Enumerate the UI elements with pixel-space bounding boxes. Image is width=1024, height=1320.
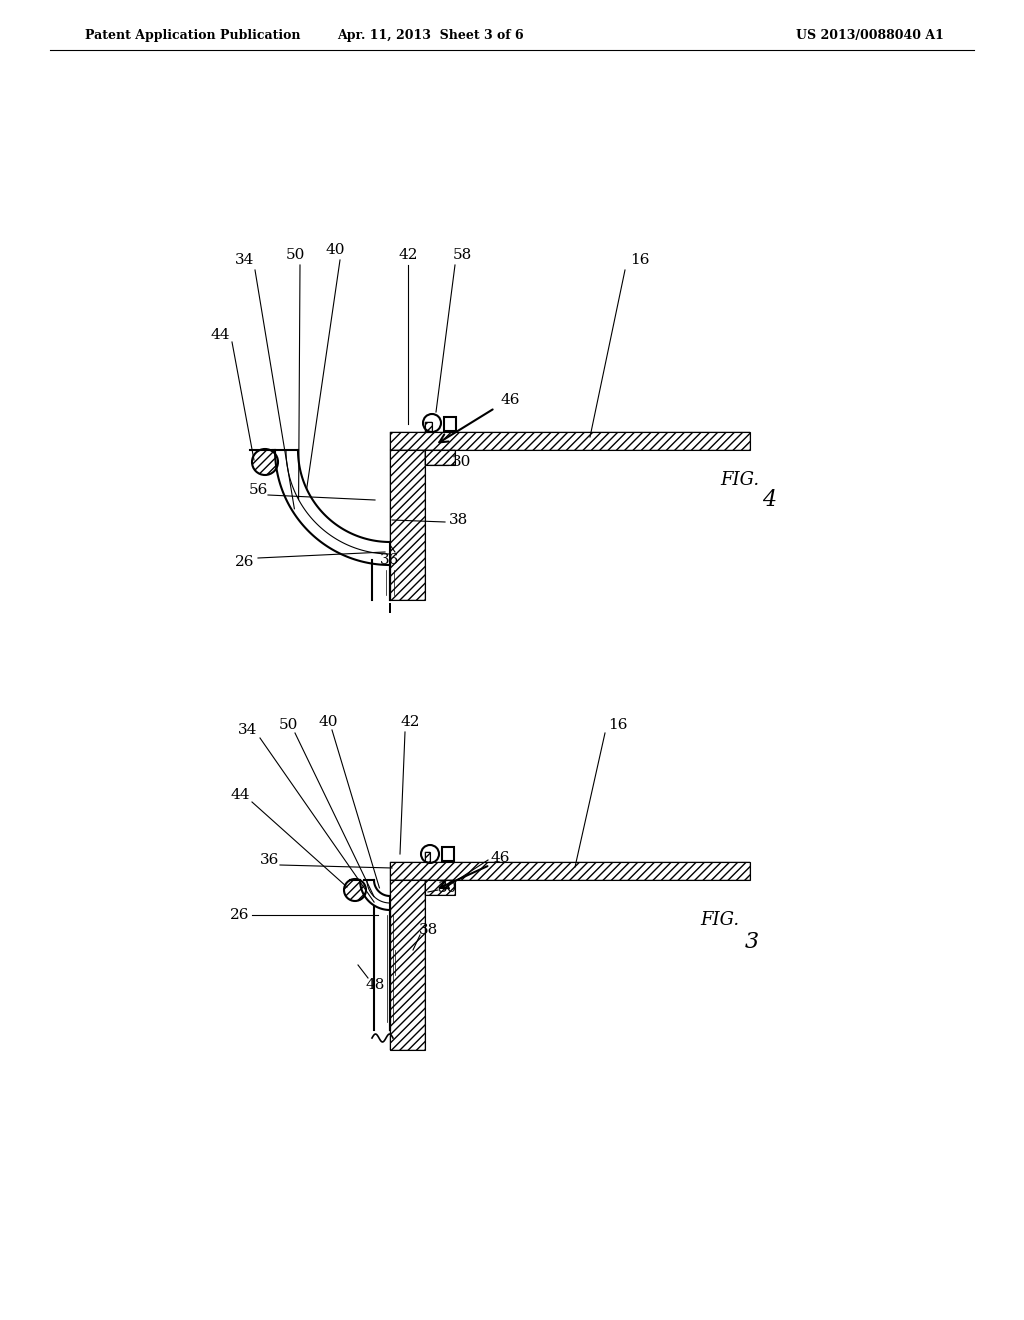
Text: 3: 3	[745, 931, 759, 953]
Bar	[442, 847, 454, 861]
Bar	[444, 417, 456, 432]
Text: 40: 40	[318, 715, 338, 729]
Text: 36: 36	[260, 853, 280, 867]
Text: 26: 26	[230, 908, 250, 921]
Text: FIG.: FIG.	[720, 471, 759, 488]
Text: 40: 40	[326, 243, 345, 257]
Bar	[390, 880, 425, 1049]
Text: 36: 36	[380, 553, 399, 568]
Text: 42: 42	[398, 248, 418, 261]
Text: 58: 58	[453, 248, 472, 261]
Bar	[390, 450, 425, 601]
Text: 4: 4	[762, 488, 776, 511]
Bar	[425, 851, 430, 862]
Bar	[390, 432, 750, 450]
Text: 46: 46	[490, 851, 510, 865]
Text: 34: 34	[236, 253, 255, 267]
Text: 26: 26	[236, 554, 255, 569]
Text: US 2013/0088040 A1: US 2013/0088040 A1	[796, 29, 944, 41]
Text: 56: 56	[248, 483, 267, 498]
Bar	[390, 432, 750, 450]
Text: Apr. 11, 2013  Sheet 3 of 6: Apr. 11, 2013 Sheet 3 of 6	[337, 29, 523, 41]
Text: 38: 38	[449, 513, 468, 527]
Text: 44: 44	[210, 327, 229, 342]
Bar	[425, 450, 455, 465]
Bar	[425, 422, 432, 432]
Bar	[425, 422, 432, 432]
Text: 48: 48	[366, 978, 385, 993]
Text: 34: 34	[239, 723, 258, 737]
Text: 46: 46	[501, 393, 520, 407]
Bar	[425, 880, 455, 895]
Text: 42: 42	[400, 715, 420, 729]
Text: FIG.: FIG.	[700, 911, 739, 929]
Text: 16: 16	[630, 253, 650, 267]
Bar	[390, 450, 425, 601]
Text: 38: 38	[419, 923, 437, 937]
Bar	[425, 880, 455, 895]
Text: 50: 50	[279, 718, 298, 733]
Text: 30: 30	[438, 880, 458, 895]
Bar	[390, 862, 750, 880]
Text: 50: 50	[286, 248, 305, 261]
Bar	[425, 851, 430, 862]
Bar	[390, 862, 750, 880]
Text: 44: 44	[230, 788, 250, 803]
Text: 16: 16	[608, 718, 628, 733]
Bar	[390, 880, 425, 1049]
Bar	[425, 450, 455, 465]
Text: Patent Application Publication: Patent Application Publication	[85, 29, 300, 41]
Text: 30: 30	[453, 455, 472, 469]
